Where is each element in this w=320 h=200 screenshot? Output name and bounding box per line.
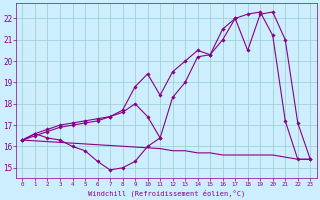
X-axis label: Windchill (Refroidissement éolien,°C): Windchill (Refroidissement éolien,°C) xyxy=(88,189,245,197)
